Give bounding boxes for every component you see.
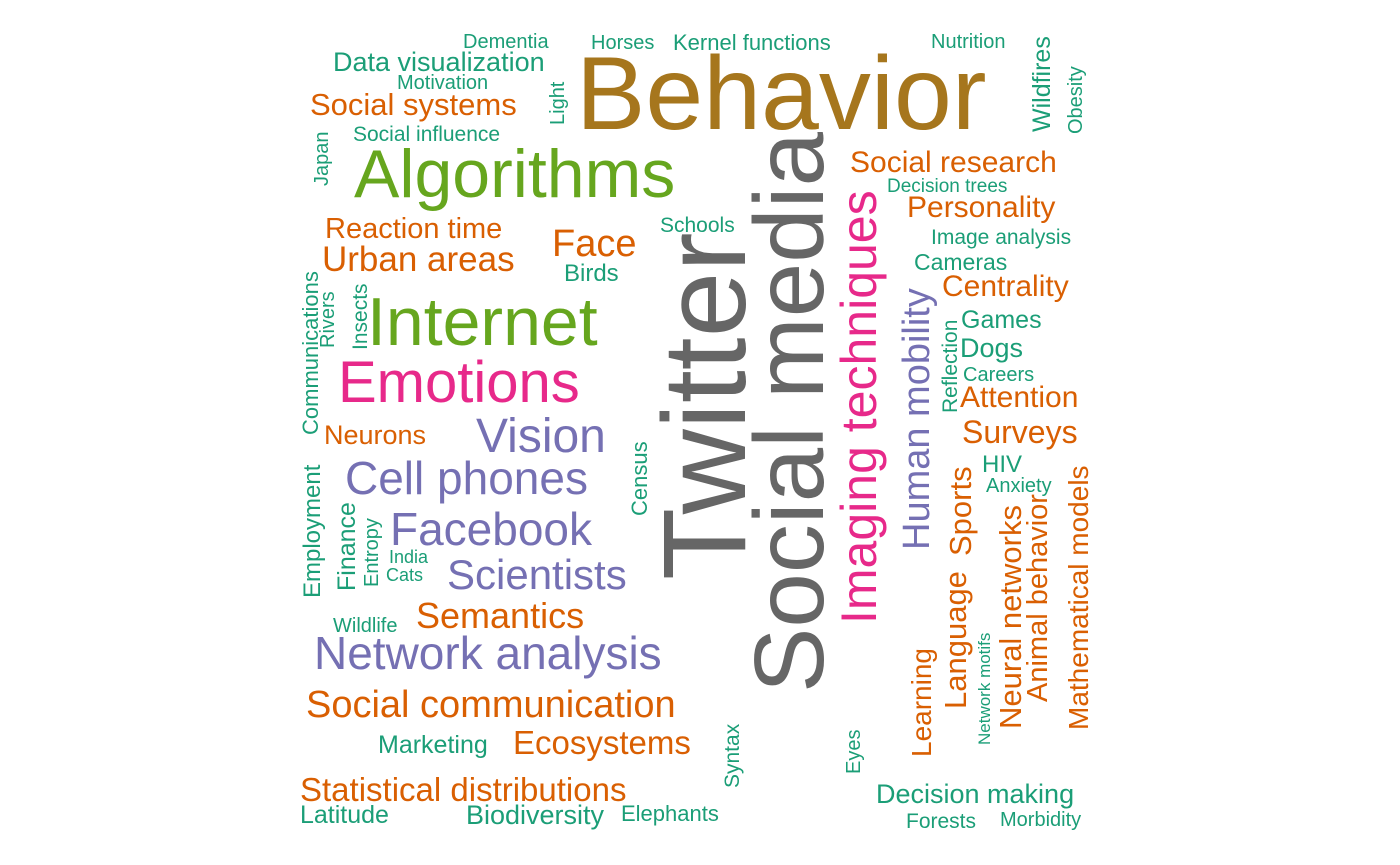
word-social-communication: Social communication [306, 684, 676, 726]
word-careers: Careers [963, 364, 1035, 386]
word-light: Light [547, 81, 569, 125]
word-language: Language [938, 571, 973, 709]
word-finance: Finance [333, 502, 361, 591]
word-cell-phones: Cell phones [345, 452, 588, 504]
word-anxiety: Anxiety [986, 475, 1052, 497]
word-data-visualization: Data visualization [333, 47, 545, 77]
word-social-systems: Social systems [310, 87, 517, 122]
word-marketing: Marketing [378, 731, 488, 759]
word-urban-areas: Urban areas [322, 240, 515, 279]
word-schools: Schools [660, 214, 735, 237]
word-mathematical-models: Mathematical models [1063, 465, 1094, 730]
word-reaction-time: Reaction time [325, 213, 503, 245]
word-behavior: Behavior [576, 36, 987, 152]
word-dogs: Dogs [960, 333, 1024, 363]
word-kernel-functions: Kernel functions [673, 30, 831, 55]
word-statistical-distributions: Statistical distributions [300, 771, 627, 808]
word-imaging-techniques: Imaging techniques [831, 190, 887, 624]
word-facebook: Facebook [390, 503, 593, 555]
word-image-analysis: Image analysis [931, 226, 1072, 249]
word-neurons: Neurons [324, 420, 427, 450]
word-elephants: Elephants [621, 801, 719, 826]
word-wildlife: Wildlife [333, 615, 398, 637]
word-census: Census [627, 441, 652, 516]
word-network-motifs: Network motifs [975, 632, 994, 745]
word-dementia: Dementia [463, 31, 549, 53]
word-morbidity: Morbidity [1000, 809, 1082, 831]
word-network-analysis: Network analysis [314, 627, 662, 679]
word-japan: Japan [311, 131, 333, 187]
word-forests: Forests [906, 810, 977, 833]
word-animal-behavior: Animal behavior [1022, 494, 1054, 702]
word-decision-making: Decision making [876, 779, 1075, 809]
word-insects: Insects [349, 283, 372, 350]
word-cameras: Cameras [914, 249, 1008, 275]
word-entropy: Entropy [361, 518, 383, 587]
word-surveys: Surveys [962, 414, 1078, 450]
word-decision-trees: Decision trees [887, 176, 1008, 197]
word-personality: Personality [907, 191, 1056, 224]
word-learning: Learning [906, 648, 937, 757]
word-syntax: Syntax [721, 723, 744, 788]
word-eyes: Eyes [843, 729, 865, 774]
word-human-mobility: Human mobility [896, 288, 938, 550]
word-algorithms: Algorithms [354, 136, 676, 212]
word-games: Games [961, 306, 1042, 334]
word-nutrition: Nutrition [931, 31, 1006, 53]
word-obesity: Obesity [1065, 66, 1087, 134]
word-wildfires: Wildfires [1028, 36, 1056, 132]
word-social-influence: Social influence [353, 123, 501, 146]
word-motivation: Motivation [397, 72, 489, 94]
word-emotions: Emotions [338, 350, 580, 415]
word-sports: Sports [943, 466, 978, 556]
word-scientists: Scientists [447, 551, 627, 598]
word-attention: Attention [960, 381, 1079, 414]
word-centrality: Centrality [942, 270, 1069, 303]
word-semantics: Semantics [416, 595, 585, 636]
word-india: India [389, 547, 429, 567]
word-social-media: Social media [734, 131, 844, 693]
word-hiv: HIV [982, 451, 1023, 478]
word-vision: Vision [476, 410, 606, 463]
word-face: Face [552, 223, 637, 265]
word-ecosystems: Ecosystems [513, 724, 691, 761]
word-biodiversity: Biodiversity [466, 800, 605, 830]
word-birds: Birds [564, 260, 619, 287]
word-cats: Cats [386, 565, 424, 585]
word-employment: Employment [299, 464, 326, 598]
word-internet: Internet [367, 284, 598, 360]
word-rivers: Rivers [317, 291, 339, 348]
word-reflection: Reflection [939, 319, 962, 413]
word-horses: Horses [591, 32, 655, 54]
word-social-research: Social research [850, 146, 1057, 179]
word-latitude: Latitude [300, 801, 389, 829]
